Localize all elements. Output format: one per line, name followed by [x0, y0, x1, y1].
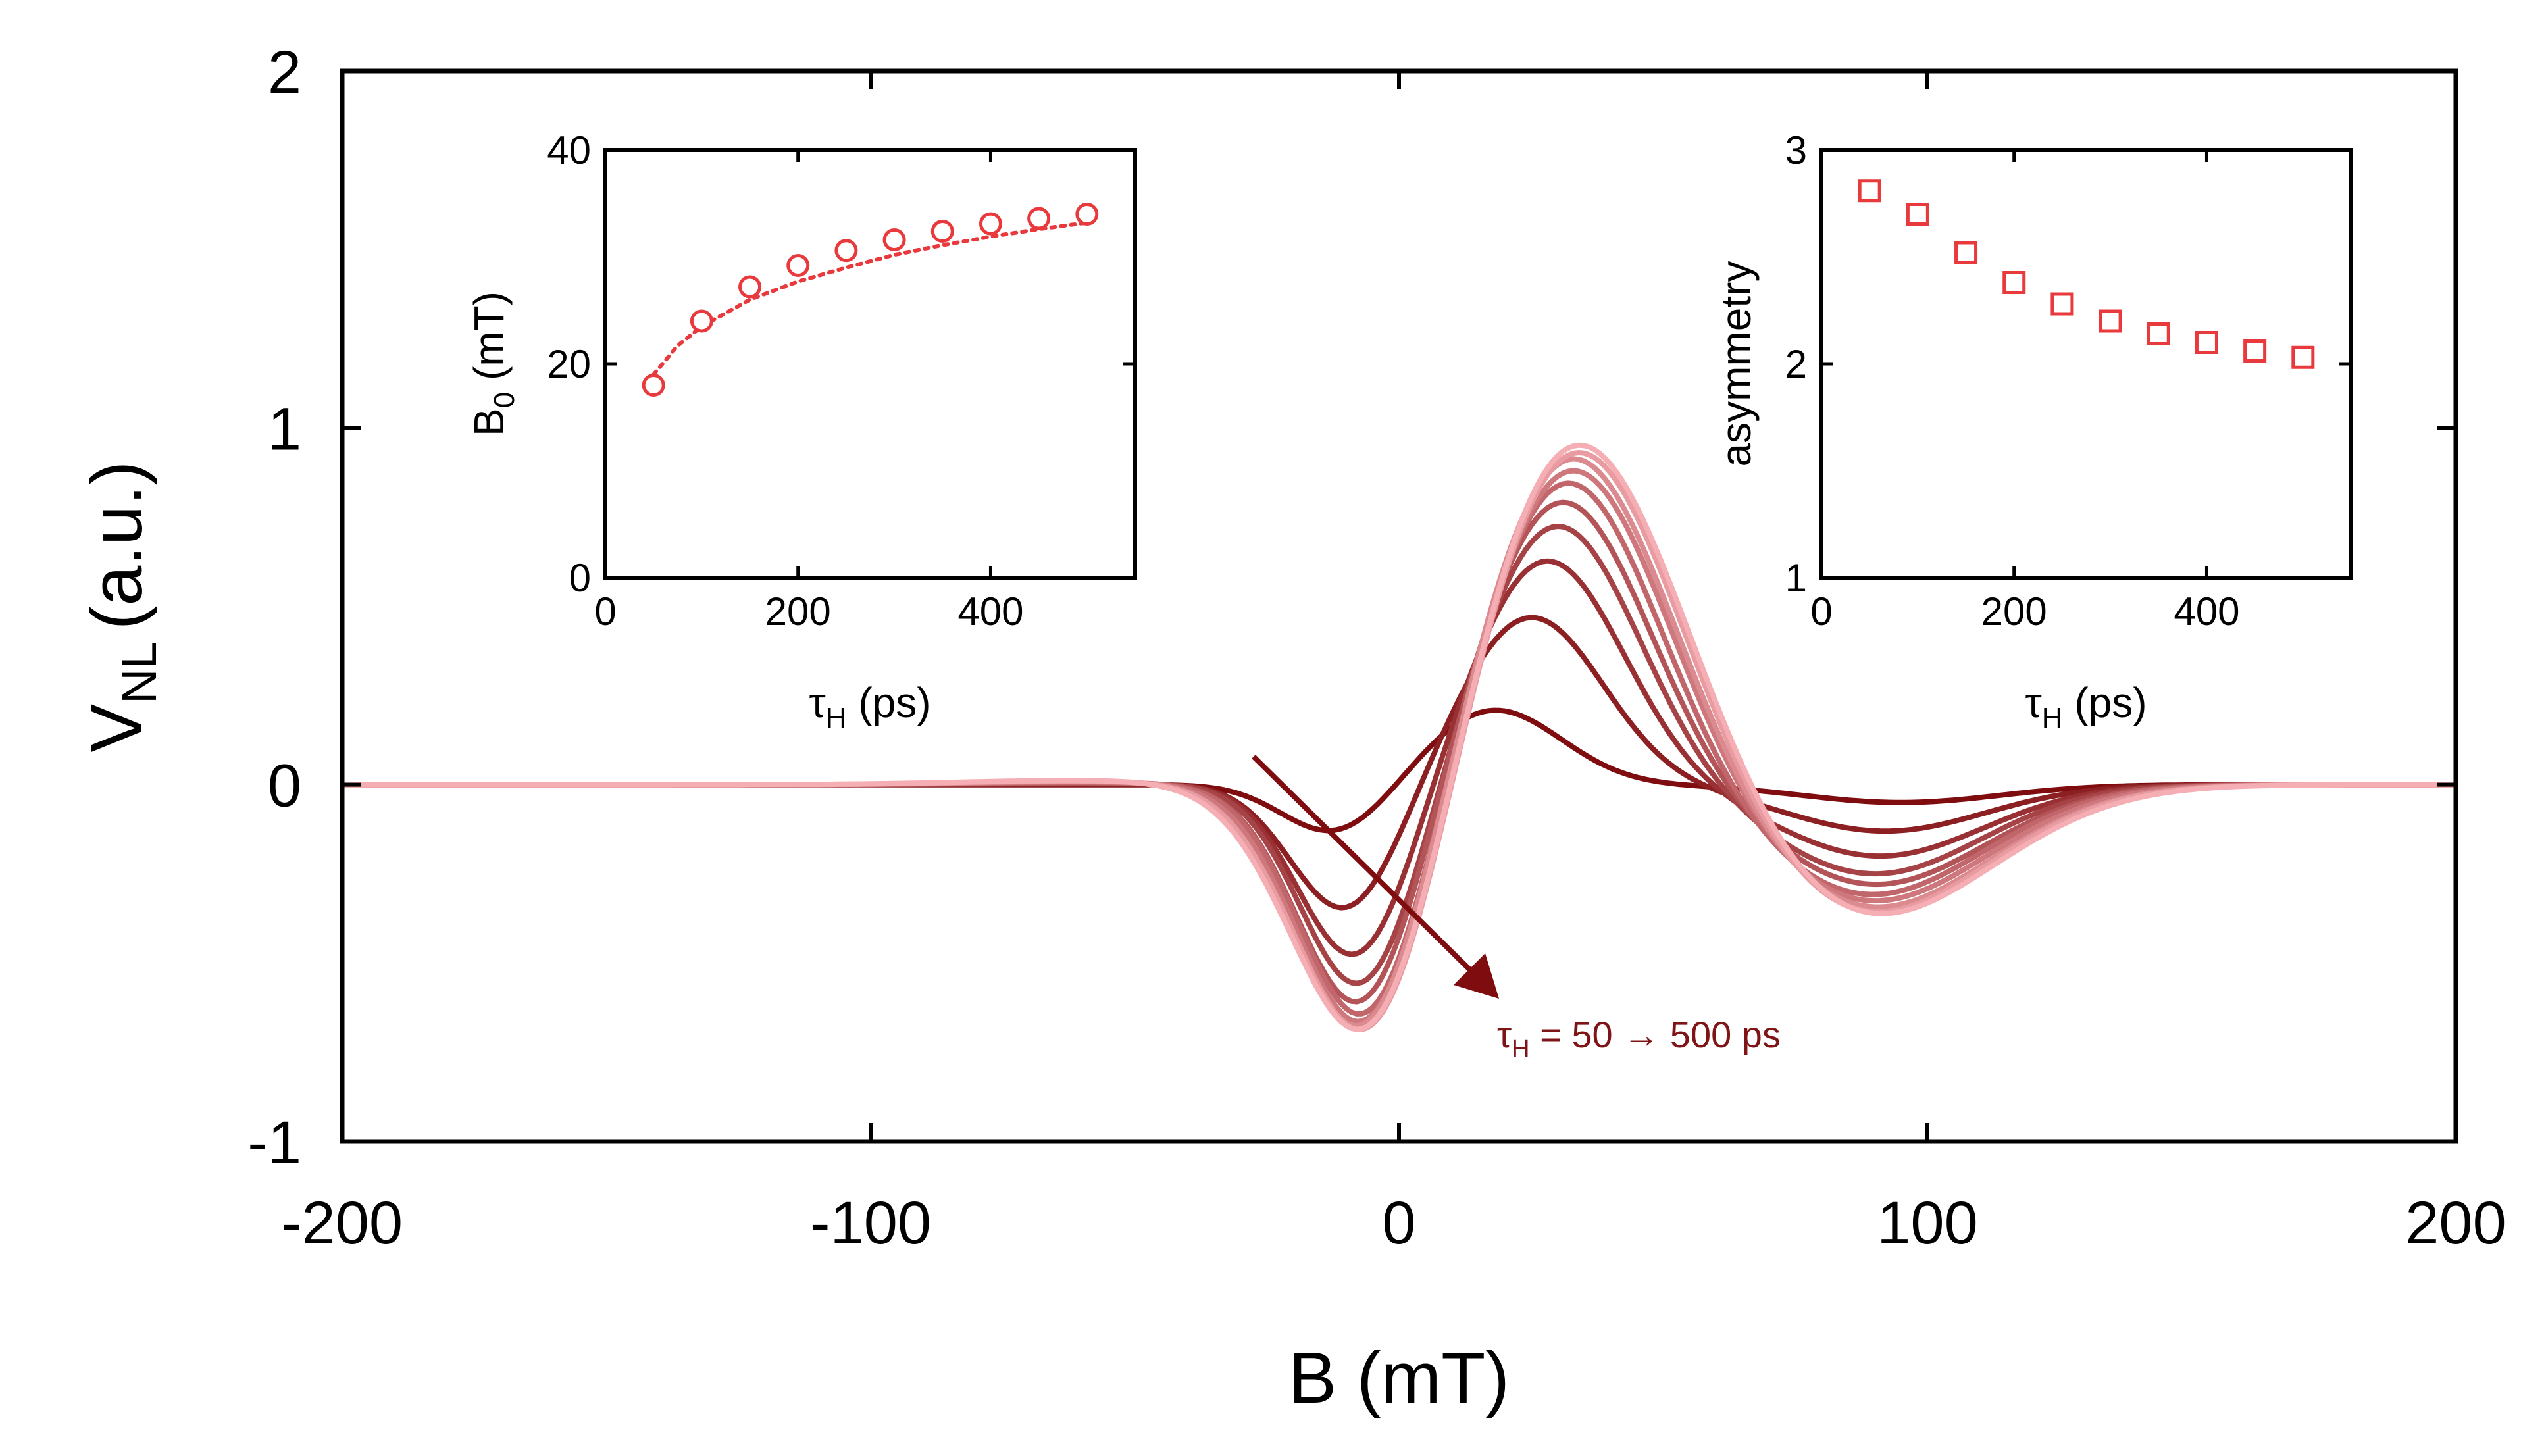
inset-asymmetry-point	[2099, 309, 2122, 333]
main-x-tick-label: -200	[282, 1190, 403, 1257]
main-y-axis-label: VNL(a.u.)	[76, 461, 166, 753]
inset-b0-point	[979, 212, 1002, 236]
inset-asymmetry-x-label-subscript: H	[2042, 702, 2063, 734]
main-x-tick-label: 100	[1877, 1190, 1978, 1257]
inset-b0-fit-curve	[651, 220, 1089, 377]
main-curve-4	[342, 524, 2456, 986]
inset-asymmetry-point	[2243, 339, 2267, 363]
inset-b0-point	[882, 228, 906, 251]
inset-asymmetry-point	[1906, 203, 1929, 226]
inset-b0-point	[690, 309, 713, 333]
annotation-text: τH = 50 → 500 ps	[1497, 1014, 1781, 1063]
inset-b0-x-tick-label: 400	[957, 590, 1023, 634]
main-y-axis-label-subscript: NL	[112, 641, 166, 704]
inset-b0-y-tick-label: 40	[547, 128, 591, 172]
inset-b0-y-label-subscript: 0	[488, 392, 521, 408]
annotation-subscript: H	[1512, 1035, 1529, 1063]
inset-asymmetry-y-tick-label: 1	[1785, 556, 1807, 600]
inset-b0-point	[930, 220, 954, 243]
main-curve-3	[342, 558, 2456, 957]
main-x-axis-label: B (mT)	[1288, 1338, 1510, 1418]
inset-asymmetry-points	[1858, 179, 2315, 369]
annotation-arrow-line	[1252, 755, 1481, 981]
inset-asymmetry-x-tick-label: 400	[2174, 590, 2239, 634]
inset-asymmetry-y-tick-label: 2	[1785, 342, 1807, 386]
inset-asymmetry-plot: 0 200 400 1 2 3 τH (ps) asymmetry	[1712, 128, 2353, 734]
inset-b0-y-tick-label: 0	[569, 556, 591, 600]
main-y-tick-label: -1	[247, 1109, 301, 1176]
inset-b0-point	[834, 239, 858, 263]
inset-asymmetry-point	[2050, 292, 2074, 316]
inset-b0-x-tick-label: 0	[594, 590, 616, 634]
main-y-tick-label: 1	[268, 395, 301, 463]
main-x-tick-label: 0	[1382, 1190, 1415, 1257]
inset-b0-point	[642, 374, 665, 397]
main-y-tick-label: 0	[268, 753, 301, 820]
inset-asymmetry-y-axis-label: asymmetry	[1712, 261, 1760, 467]
inset-asymmetry-point	[2291, 345, 2315, 369]
annotation-arrow-head	[1454, 953, 1499, 999]
main-x-tick-label: -100	[810, 1190, 931, 1257]
inset-b0-point	[1075, 203, 1099, 226]
inset-asymmetry-frame	[1819, 148, 2353, 580]
inset-b0-y-axis-label: B0 (mT)	[465, 291, 521, 436]
inset-asymmetry-point	[2147, 322, 2170, 345]
inset-b0-x-label-subscript: H	[826, 702, 847, 734]
inset-asymmetry-point	[2195, 331, 2218, 354]
main-y-tick-label: 2	[268, 39, 301, 106]
main-curve-10	[342, 442, 2456, 1032]
inset-asymmetry-x-tick-label: 200	[1981, 590, 2047, 634]
inset-asymmetry-point	[1954, 241, 1978, 264]
inset-b0-points	[642, 203, 1099, 397]
inset-b0-ticks: 0 200 400 0 20 40	[547, 128, 1135, 634]
inset-b0-plot: 0 200 400 0 20 40 τH (ps) B0 (mT)	[465, 128, 1137, 734]
inset-b0-point	[738, 275, 762, 299]
main-curves	[342, 442, 2456, 1032]
inset-b0-frame	[603, 148, 1137, 580]
inset-b0-point	[786, 254, 810, 277]
main-x-tick-label: 200	[2405, 1190, 2506, 1257]
inset-b0-y-tick-label: 20	[547, 342, 591, 386]
main-curve-1	[342, 707, 2456, 834]
inset-b0-fit-line	[651, 220, 1089, 377]
inset-asymmetry-y-tick-label: 3	[1785, 128, 1807, 172]
inset-b0-x-tick-label: 200	[765, 590, 831, 634]
inset-asymmetry-ticks: 0 200 400 1 2 3	[1785, 128, 2351, 634]
main-curve-2	[342, 615, 2456, 911]
inset-asymmetry-x-tick-label: 0	[1810, 590, 1832, 634]
inset-asymmetry-x-axis-label: τH (ps)	[2025, 679, 2147, 734]
inset-b0-x-axis-label: τH (ps)	[809, 679, 930, 734]
inset-asymmetry-point	[2002, 271, 2026, 294]
inset-asymmetry-point	[1858, 179, 1881, 203]
inset-b0-point	[1027, 207, 1051, 230]
